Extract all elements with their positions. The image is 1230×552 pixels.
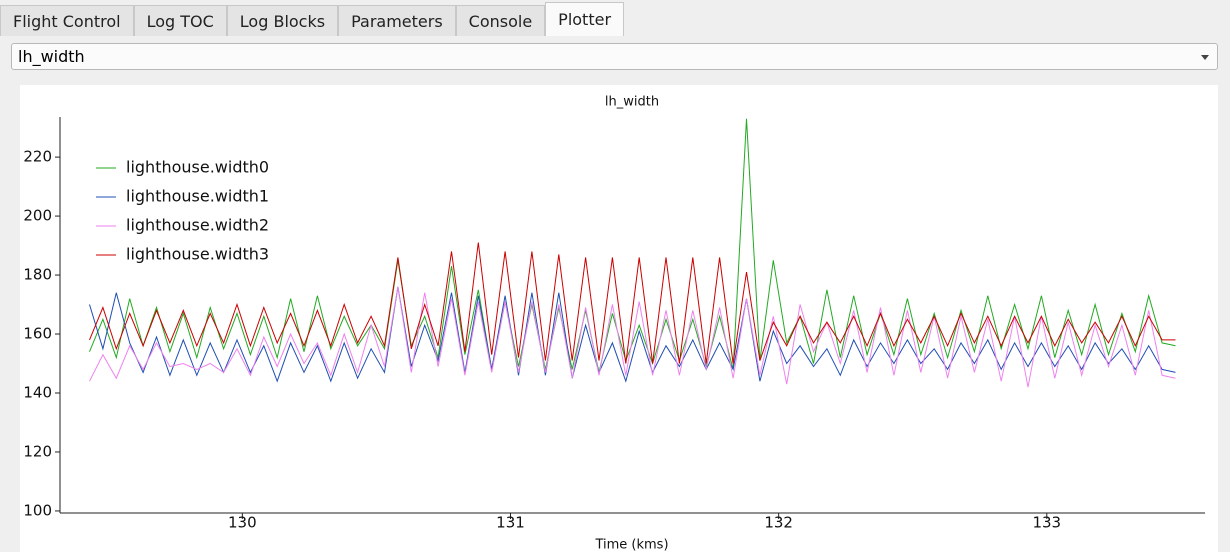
y-tick-label: 140 [23,383,52,401]
tab[interactable]: Log TOC [133,5,227,36]
series-line [89,286,1176,383]
series-line [89,118,1176,373]
tab-bar: Flight Control Log TOC Log Blocks Parame… [0,2,625,36]
chart-title: lh_width [605,95,659,110]
dropdown-value: lh_width [18,47,85,66]
dropdown[interactable]: lh_width [11,43,1218,70]
x-axis-label: Time (kms) [594,538,668,552]
plot-panel [20,85,1218,552]
tab[interactable]: Plotter [545,2,625,36]
legend-label: lighthouse.width1 [126,187,269,206]
x-tick-label: 132 [764,514,793,532]
legend-label: lighthouse.width0 [126,158,269,177]
tab[interactable]: Log Blocks [226,5,339,36]
legend-label: lighthouse.width2 [126,216,269,235]
x-tick-label: 133 [1032,514,1061,532]
y-tick-label: 200 [23,207,52,225]
x-tick-label: 131 [496,514,525,532]
y-tick-label: 180 [23,266,52,284]
y-tick-label: 120 [23,442,52,460]
series-line [89,286,1176,388]
x-tick-label: 130 [228,514,257,532]
series-line [89,242,1176,364]
y-tick-label: 160 [23,325,52,343]
tab[interactable]: Flight Control [0,5,134,36]
y-tick-label: 100 [23,501,52,519]
legend-label: lighthouse.width3 [126,245,269,264]
tab[interactable]: Parameters [338,5,456,36]
tab[interactable]: Console [455,5,546,36]
dropdown-arrow [1201,55,1209,60]
y-tick-label: 220 [23,148,52,166]
